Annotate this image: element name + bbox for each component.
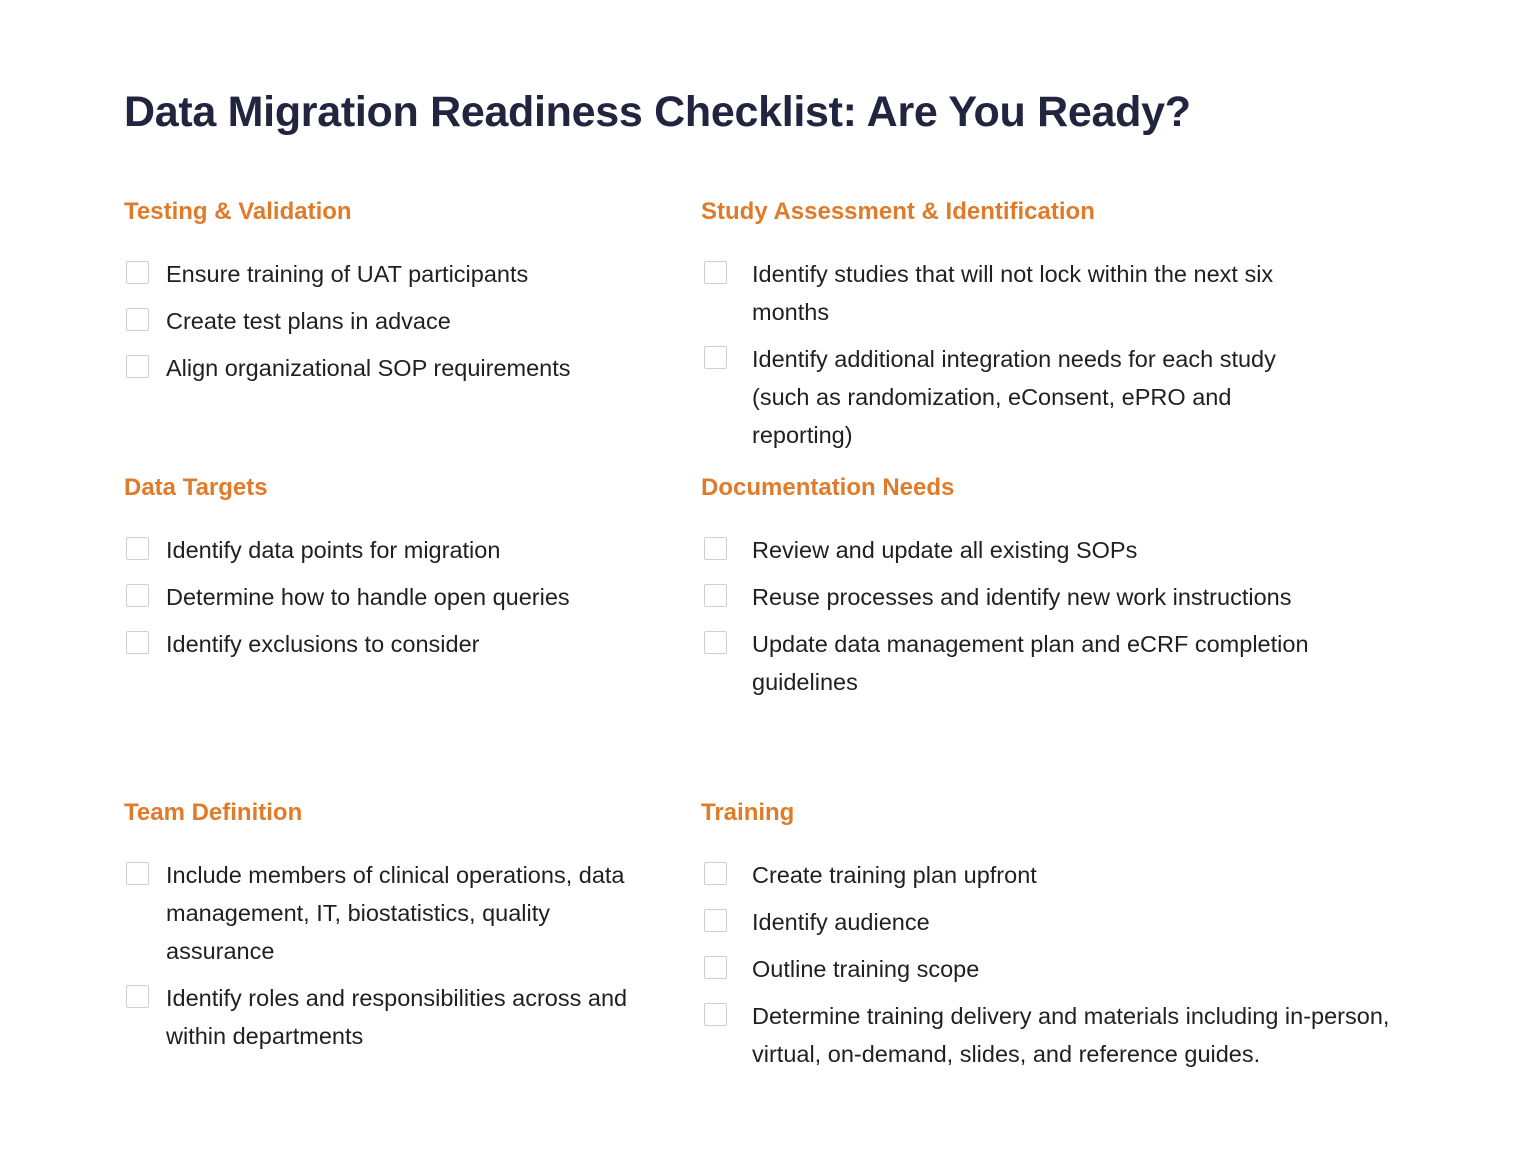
checklist-item-label: Determine training delivery and material… [752,1003,1390,1067]
checkbox[interactable] [126,537,149,560]
section-heading: Data Targets [124,474,268,501]
checklist-item: Identify audience [701,903,1401,941]
section-heading: Testing & Validation [124,198,352,225]
checklist: Include members of clinical operations, … [124,856,644,1055]
section-documentation-needs: Documentation Needs Review and update all… [701,473,1391,710]
checklist-item: Identify data points for migration [124,531,654,569]
checkbox[interactable] [126,584,149,607]
section-heading: Study Assessment & Identification [701,198,1095,225]
checkbox[interactable] [704,1003,727,1026]
checkbox[interactable] [704,631,727,654]
checklist-item: Identify exclusions to consider [124,625,654,663]
section-team-definition: Team Definition Include members of clinic… [124,798,644,1064]
checklist-item-label: Create test plans in advace [166,308,451,334]
checklist-item: Update data management plan and eCRF com… [701,625,1391,701]
checklist-item: Outline training scope [701,950,1401,988]
checklist-item-label: Identify additional integration needs fo… [752,346,1276,448]
checklist-item: Ensure training of UAT participants [124,255,654,293]
checklist-item: Identify roles and responsibilities acro… [124,979,644,1055]
checklist-item-label: Identify studies that will not lock with… [752,261,1274,325]
checkbox[interactable] [704,537,727,560]
checklist-item-label: Reuse processes and identify new work in… [752,584,1292,610]
checklist-item: Review and update all existing SOPs [701,531,1391,569]
checkbox[interactable] [126,985,149,1008]
checklist: Create training plan upfront Identify aud… [701,856,1401,1073]
checklist: Identify studies that will not lock with… [701,255,1311,454]
checkbox[interactable] [126,261,149,284]
checklist: Ensure training of UAT participants Creat… [124,255,654,387]
page-title: Data Migration Readiness Checklist: Are … [124,88,1191,136]
section-study-assessment: Study Assessment & Identification Identif… [701,197,1311,463]
checklist-item-label: Review and update all existing SOPs [752,537,1138,563]
checklist-item-label: Identify audience [752,909,930,935]
section-training: Training Create training plan upfront Iden… [701,798,1401,1082]
section-heading: Team Definition [124,799,303,826]
section-heading: Training [701,799,795,826]
checkbox[interactable] [704,584,727,607]
checklist-item: Align organizational SOP requirements [124,349,654,387]
checklist-item: Identify studies that will not lock with… [701,255,1311,331]
checkbox[interactable] [704,862,727,885]
checkbox[interactable] [126,862,149,885]
checklist-item: Reuse processes and identify new work in… [701,578,1391,616]
checklist: Review and update all existing SOPs Reuse… [701,531,1391,701]
checklist-item: Determine training delivery and material… [701,997,1401,1073]
checklist-item-label: Identify data points for migration [166,537,501,563]
checklist-item-label: Align organizational SOP requirements [166,355,571,381]
checklist-item: Identify additional integration needs fo… [701,340,1311,454]
checkbox[interactable] [704,261,727,284]
checklist-item-label: Update data management plan and eCRF com… [752,631,1309,695]
checkbox[interactable] [704,909,727,932]
section-data-targets: Data Targets Identify data points for mig… [124,473,654,672]
checkbox[interactable] [126,631,149,654]
checklist-item-label: Determine how to handle open queries [166,584,570,610]
checklist-item-label: Identify roles and responsibilities acro… [166,985,628,1049]
checkbox[interactable] [704,346,727,369]
checklist-item-label: Ensure training of UAT participants [166,261,529,287]
checklist-item: Include members of clinical operations, … [124,856,644,970]
checklist-item: Determine how to handle open queries [124,578,654,616]
checklist-item-label: Outline training scope [752,956,980,982]
checkbox[interactable] [126,308,149,331]
checklist-item-label: Identify exclusions to consider [166,631,480,657]
checklist: Identify data points for migration Determ… [124,531,654,663]
checkbox[interactable] [126,355,149,378]
section-testing-validation: Testing & Validation Ensure training of U… [124,197,654,396]
checkbox[interactable] [704,956,727,979]
checklist-item: Create training plan upfront [701,856,1401,894]
checklist-item: Create test plans in advace [124,302,654,340]
checklist-item-label: Include members of clinical operations, … [166,862,625,964]
section-heading: Documentation Needs [701,474,955,501]
checklist-item-label: Create training plan upfront [752,862,1037,888]
